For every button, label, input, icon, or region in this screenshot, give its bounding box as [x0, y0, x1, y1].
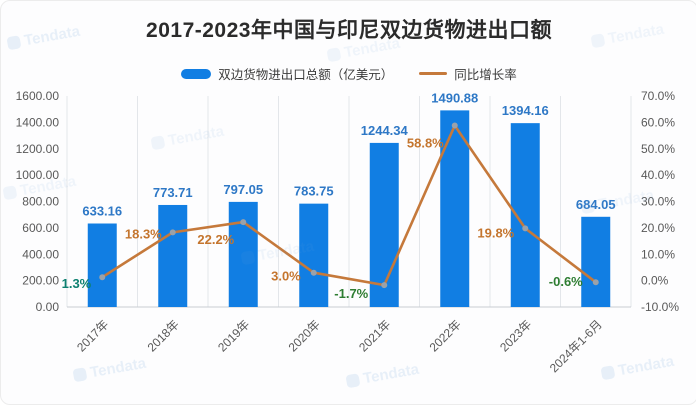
x-axis-label: 2022年 — [427, 317, 464, 354]
x-axis-label: 2023年 — [497, 317, 534, 354]
line-marker — [169, 229, 176, 236]
bar-swatch-icon — [181, 68, 212, 79]
bar-2018年 — [158, 204, 188, 307]
x-axis-label: 2021年 — [356, 317, 393, 354]
x-axis-label: 2017年 — [74, 317, 111, 354]
growth-value-label: -0.6% — [549, 274, 583, 289]
bar-2017年 — [87, 223, 117, 307]
line-marker — [381, 282, 388, 289]
bar-value-label: 1244.34 — [361, 123, 409, 138]
x-axis-label: 2020年 — [286, 317, 323, 354]
left-axis-tick: 800.00 — [22, 195, 59, 209]
line-marker — [522, 225, 529, 232]
x-axis-label: 2018年 — [145, 317, 182, 354]
right-axis-tick: 10.0% — [641, 247, 675, 261]
bar-value-label: 684.05 — [576, 197, 616, 212]
chart-legend: 双边货物进出口总额（亿美元） 同比增长率 — [1, 64, 696, 83]
bar-value-label: 773.71 — [153, 185, 193, 200]
legend-item-bars[interactable]: 双边货物进出口总额（亿美元） — [181, 64, 393, 83]
legend-bar-label: 双边货物进出口总额（亿美元） — [218, 68, 394, 82]
bar-2019年 — [228, 201, 258, 307]
left-axis-tick: 1400.00 — [16, 115, 60, 129]
growth-value-label: 3.0% — [271, 269, 301, 284]
left-axis-tick: 200.00 — [22, 274, 59, 288]
growth-value-label: 18.3% — [125, 226, 162, 241]
bar-2020年 — [299, 203, 329, 307]
right-axis-tick: -10.0% — [641, 300, 679, 314]
right-axis-tick: 20.0% — [641, 221, 675, 235]
x-axis-label: 2019年 — [215, 317, 252, 354]
growth-value-label: -1.7% — [334, 286, 368, 301]
left-axis-tick: 400.00 — [22, 247, 59, 261]
line-marker — [451, 122, 458, 129]
bar-2024年1-6月 — [581, 216, 611, 307]
x-axis-label: 2024年1-6月 — [547, 317, 605, 375]
bar-value-label: 783.75 — [294, 184, 334, 199]
line-marker — [99, 274, 106, 281]
bar-value-label: 633.16 — [82, 204, 122, 219]
left-axis-tick: 1200.00 — [16, 142, 60, 156]
right-axis-tick: 0.0% — [641, 274, 669, 288]
growth-value-label: 58.8% — [407, 136, 444, 151]
bar-value-label: 1490.88 — [431, 90, 478, 105]
line-marker — [240, 219, 247, 226]
line-marker — [592, 279, 599, 286]
left-axis-tick: 600.00 — [22, 221, 59, 235]
left-axis-tick: 0.00 — [36, 300, 60, 314]
right-axis-tick: 70.0% — [641, 89, 675, 103]
bar-value-label: 797.05 — [223, 182, 263, 197]
right-axis-tick: 30.0% — [641, 195, 675, 209]
bar-2021年 — [369, 142, 399, 307]
page-title: 2017-2023年中国与印尼双边货物进出口额 — [146, 19, 552, 42]
bar-value-label: 1394.16 — [502, 103, 549, 118]
left-axis-tick: 1000.00 — [16, 168, 60, 182]
growth-value-label: 19.8% — [477, 225, 514, 240]
left-axis-tick: 1600.00 — [16, 89, 60, 103]
right-axis-tick: 50.0% — [641, 142, 675, 156]
legend-item-line[interactable]: 同比增长率 — [419, 64, 517, 83]
line-marker — [310, 269, 317, 276]
growth-value-label: 22.2% — [197, 232, 234, 247]
right-axis-tick: 40.0% — [641, 168, 675, 182]
bar-2022年 — [440, 110, 470, 307]
legend-line-label: 同比增长率 — [454, 68, 517, 82]
growth-value-label: 1.3% — [62, 276, 92, 291]
line-swatch-icon — [419, 72, 448, 75]
growth-line — [100, 124, 598, 287]
right-axis-tick: 60.0% — [641, 115, 675, 129]
